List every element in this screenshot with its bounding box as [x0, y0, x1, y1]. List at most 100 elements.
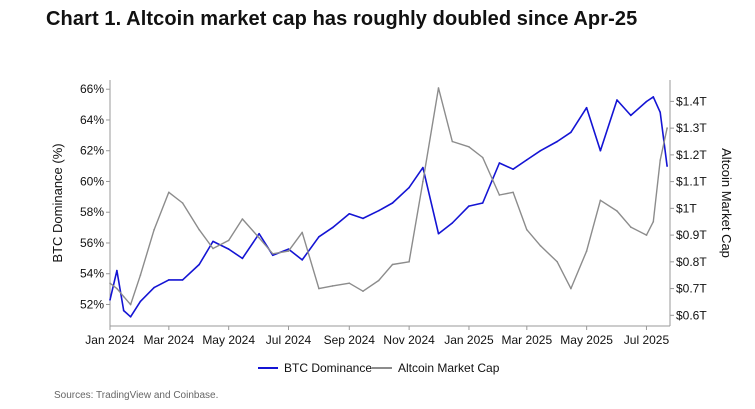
data-point	[570, 287, 572, 290]
right-tick-label: $1.3T	[676, 121, 707, 135]
right-tick-label: $0.7T	[676, 282, 707, 296]
data-point	[153, 286, 155, 289]
right-axis-label: Altcoin Market Cap	[719, 148, 734, 258]
x-tick-label: Jul 2025	[624, 333, 670, 347]
left-axis-label: BTC Dominance (%)	[50, 143, 65, 262]
data-point	[539, 149, 542, 152]
source-note: Sources: TradingView and Coinbase.	[54, 390, 219, 401]
data-point	[258, 232, 260, 235]
legend-label-altcoin-market-cap: Altcoin Market Cap	[398, 361, 500, 375]
data-point	[659, 111, 661, 114]
data-point	[585, 250, 588, 252]
x-axis-ticks: Jan 2024 Mar 2024 May 2024 Jul 2024 Sep 2024…	[85, 326, 669, 347]
data-point	[630, 226, 632, 228]
data-point	[198, 228, 200, 231]
x-tick-label: Jan 2025	[444, 333, 494, 347]
data-point	[616, 210, 618, 212]
legend-label-btc-dominance: BTC Dominance	[284, 361, 372, 375]
data-point	[362, 217, 364, 220]
data-point	[652, 220, 655, 223]
data-point	[331, 226, 334, 229]
data-point	[481, 156, 484, 159]
data-point	[139, 300, 142, 303]
data-point	[301, 231, 304, 234]
data-point	[116, 269, 118, 272]
data-point	[377, 209, 380, 212]
data-point	[539, 245, 542, 247]
data-point	[227, 239, 230, 242]
data-point	[212, 247, 214, 250]
left-tick-label: 58%	[80, 205, 104, 219]
data-point	[451, 140, 454, 143]
data-point	[331, 285, 334, 287]
data-point	[391, 202, 394, 204]
data-point	[168, 191, 170, 194]
right-tick-label: $1T	[676, 201, 697, 215]
data-point	[652, 96, 655, 98]
data-point	[422, 166, 424, 169]
x-tick-label: Sep 2024	[324, 333, 376, 347]
data-point	[391, 263, 394, 266]
data-point	[129, 303, 132, 306]
series-line-btc-dominance	[109, 96, 668, 318]
data-point	[181, 202, 184, 204]
left-tick-label: 56%	[80, 236, 104, 250]
data-point	[556, 140, 558, 143]
data-point	[241, 218, 244, 220]
data-point	[318, 287, 320, 290]
data-point	[599, 149, 602, 152]
x-tick-label: May 2024	[202, 333, 255, 347]
legend: BTC Dominance Altcoin Market Cap	[258, 361, 500, 375]
right-tick-label: $1.2T	[676, 148, 707, 162]
data-point	[168, 279, 170, 281]
data-point	[451, 222, 454, 224]
data-point	[512, 191, 514, 194]
data-point	[272, 254, 274, 257]
x-tick-label: May 2025	[560, 333, 613, 347]
data-point	[570, 131, 572, 134]
data-point	[287, 250, 290, 252]
data-point	[645, 234, 648, 236]
right-tick-label: $1.4T	[676, 94, 707, 108]
data-point	[526, 228, 528, 231]
data-point	[630, 114, 632, 117]
data-point	[139, 274, 142, 277]
x-tick-label: Mar 2024	[143, 333, 194, 347]
x-tick-label: Nov 2024	[383, 333, 435, 347]
data-point	[481, 202, 484, 204]
data-point	[122, 295, 125, 298]
left-axis-ticks: 52% 54% 56% 58% 60% 62% 64% 66%	[80, 82, 110, 311]
left-tick-label: 62%	[80, 144, 104, 158]
data-point	[585, 106, 588, 109]
x-tick-label: Mar 2025	[501, 333, 552, 347]
data-point	[498, 194, 501, 196]
data-point	[348, 213, 351, 215]
data-point	[198, 263, 200, 266]
data-point	[362, 290, 364, 293]
right-tick-label: $0.6T	[676, 308, 707, 322]
right-axis-ticks: $0.6T $0.7T $0.8T $0.9T $1T $1.1T $1.2T $1.3T $1…	[670, 94, 707, 322]
data-point	[616, 99, 618, 101]
right-tick-label: $1.1T	[676, 175, 707, 189]
data-point	[408, 261, 410, 263]
data-point	[348, 282, 351, 285]
data-point	[468, 146, 470, 148]
data-point	[181, 279, 184, 281]
x-tick-label: Jan 2024	[85, 333, 135, 347]
data-point	[301, 259, 304, 261]
right-tick-label: $0.8T	[676, 255, 707, 269]
data-point	[556, 261, 558, 263]
left-tick-label: 66%	[80, 82, 104, 96]
series-lines	[109, 87, 668, 318]
data-point	[498, 162, 501, 164]
data-point	[526, 159, 528, 161]
series-line-altcoin-market-cap	[109, 87, 668, 306]
data-point	[122, 309, 125, 312]
x-tick-label: Jul 2024	[266, 333, 312, 347]
data-point	[666, 165, 668, 167]
data-point	[153, 228, 155, 231]
data-point	[116, 287, 118, 290]
data-point	[129, 316, 132, 318]
left-tick-label: 64%	[80, 113, 104, 127]
